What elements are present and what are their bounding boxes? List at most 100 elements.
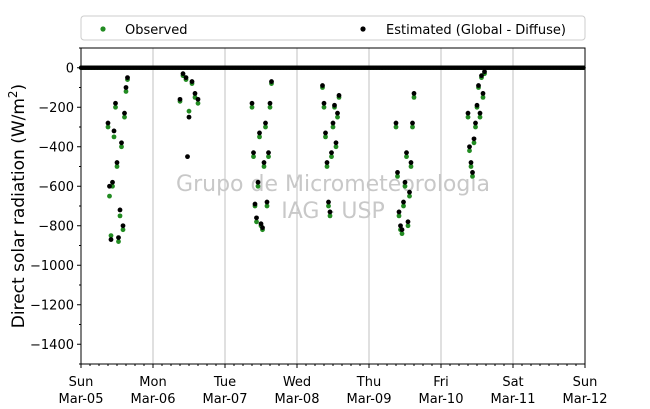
data-point xyxy=(195,96,201,102)
data-point xyxy=(186,108,192,114)
x-tick-label-date: Mar-10 xyxy=(419,392,464,407)
data-point xyxy=(402,183,408,189)
data-point xyxy=(411,91,417,96)
data-point xyxy=(255,179,261,185)
data-point xyxy=(393,124,399,130)
data-point xyxy=(410,120,415,126)
data-point xyxy=(467,148,472,154)
data-point xyxy=(405,219,411,225)
data-point xyxy=(473,120,478,126)
data-point xyxy=(111,128,117,134)
x-tick-label-date: Mar-12 xyxy=(563,392,608,407)
data-point xyxy=(321,104,327,110)
y-axis: 0 −200 −400 −600 −800 −1000 −1200 −1400 xyxy=(30,47,81,365)
data-point xyxy=(108,237,114,242)
data-point xyxy=(116,239,121,244)
data-point xyxy=(324,160,330,165)
legend: Observed Estimated (Global - Diffuse) xyxy=(80,15,586,41)
x-tick-label-date: Mar-05 xyxy=(59,392,104,407)
x-tick-label-date: Mar-06 xyxy=(131,392,176,407)
data-point xyxy=(323,134,328,140)
data-point xyxy=(333,140,339,146)
data-point xyxy=(123,89,129,94)
data-point xyxy=(252,201,258,207)
data-point xyxy=(474,102,480,108)
y-tick-label: −1400 xyxy=(30,338,74,353)
y-tick-label: −600 xyxy=(38,180,74,195)
data-point xyxy=(119,140,124,146)
data-point xyxy=(116,235,121,241)
x-tick-label-day: Mon xyxy=(139,375,166,390)
data-point xyxy=(405,223,411,229)
data-point xyxy=(117,213,123,219)
y-axis-label: Direct solar radiation (W/m2) xyxy=(6,84,29,328)
legend-label-estimated: Estimated (Global - Diffuse) xyxy=(386,23,566,38)
x-tick-label-date: Mar-07 xyxy=(203,392,248,407)
data-point xyxy=(195,100,201,106)
data-point xyxy=(468,164,474,169)
data-point xyxy=(107,183,112,189)
data-point xyxy=(480,91,486,96)
x-tick-label-day: Wed xyxy=(283,375,311,390)
data-point xyxy=(329,150,334,156)
x-tick-label-day: Fri xyxy=(433,375,449,390)
data-point xyxy=(332,102,337,108)
data-point xyxy=(330,124,336,130)
data-point xyxy=(263,124,268,130)
data-point xyxy=(335,110,340,116)
data-point xyxy=(264,199,270,205)
data-point xyxy=(395,173,400,179)
data-point xyxy=(333,144,339,150)
data-point xyxy=(105,124,111,130)
data-point xyxy=(257,134,262,140)
data-point xyxy=(396,213,402,219)
data-point xyxy=(266,154,271,160)
data-point xyxy=(404,154,409,160)
legend-label-observed: Observed xyxy=(125,23,188,38)
data-point xyxy=(269,79,274,84)
data-point xyxy=(120,223,126,229)
data-point xyxy=(251,154,256,160)
data-point xyxy=(468,160,474,165)
y-axis-label-main: Direct solar radiation (W/m xyxy=(9,98,29,328)
data-point xyxy=(108,233,114,239)
legend-marker-estimated xyxy=(360,26,366,32)
data-point xyxy=(330,120,336,126)
data-point xyxy=(320,83,325,88)
data-point xyxy=(399,227,405,233)
data-point xyxy=(480,94,486,100)
data-point xyxy=(110,179,115,185)
data-point xyxy=(327,213,333,219)
data-point xyxy=(477,114,483,120)
watermark-line-2: IAG - USP xyxy=(281,199,384,224)
data-point xyxy=(261,160,267,165)
data-point xyxy=(476,83,481,88)
x-tick-label-day: Tue xyxy=(213,375,236,390)
data-point xyxy=(177,96,183,102)
data-point xyxy=(335,114,340,120)
data-point xyxy=(398,223,403,229)
data-point xyxy=(251,150,256,156)
x-tick-label-day: Sat xyxy=(502,375,523,390)
watermark-line-1: Grupo de Micrometeorologia xyxy=(176,172,490,197)
data-point xyxy=(114,160,120,165)
data-point xyxy=(473,124,478,130)
data-point xyxy=(186,114,192,120)
data-point xyxy=(114,164,120,169)
data-point xyxy=(117,207,123,213)
legend-box xyxy=(80,15,586,41)
y-tick-label: −1000 xyxy=(30,259,74,274)
x-tick-label-date: Mar-11 xyxy=(491,392,536,407)
data-point xyxy=(255,183,261,189)
data-point xyxy=(471,140,477,146)
data-point xyxy=(402,179,408,185)
data-point xyxy=(399,231,405,237)
data-point xyxy=(264,203,270,209)
data-point xyxy=(470,170,475,175)
data-point xyxy=(113,100,118,106)
data-point xyxy=(471,136,477,142)
data-point xyxy=(111,134,117,140)
data-point xyxy=(482,69,487,75)
data-point xyxy=(393,120,399,126)
